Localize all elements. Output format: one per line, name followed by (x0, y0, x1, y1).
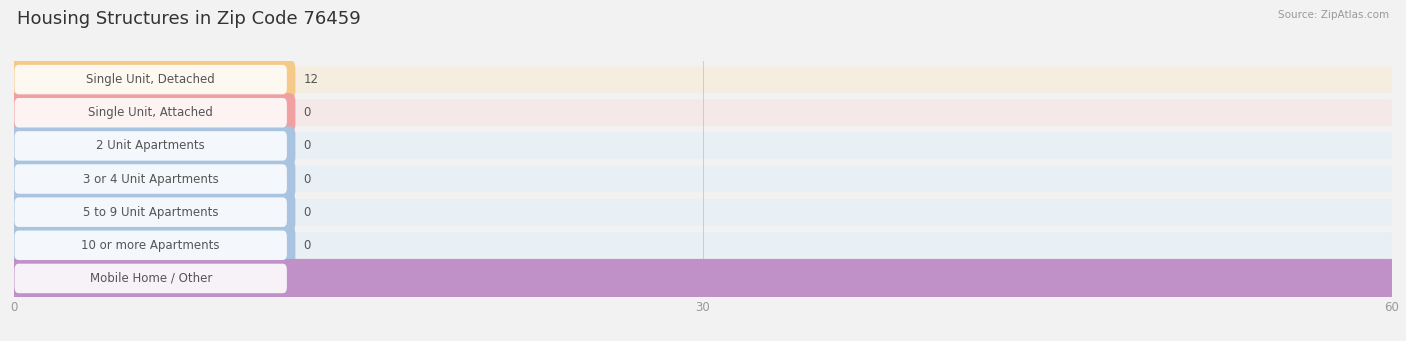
FancyBboxPatch shape (8, 226, 295, 265)
FancyBboxPatch shape (14, 65, 287, 94)
Text: 0: 0 (304, 206, 311, 219)
Text: 0: 0 (304, 239, 311, 252)
FancyBboxPatch shape (14, 166, 1392, 192)
FancyBboxPatch shape (14, 98, 287, 128)
Text: 3 or 4 Unit Apartments: 3 or 4 Unit Apartments (83, 173, 218, 186)
FancyBboxPatch shape (14, 264, 287, 293)
FancyBboxPatch shape (8, 160, 295, 198)
FancyBboxPatch shape (14, 66, 1392, 93)
FancyBboxPatch shape (8, 193, 295, 232)
Text: 5 to 9 Unit Apartments: 5 to 9 Unit Apartments (83, 206, 218, 219)
Text: Source: ZipAtlas.com: Source: ZipAtlas.com (1278, 10, 1389, 20)
Text: Housing Structures in Zip Code 76459: Housing Structures in Zip Code 76459 (17, 10, 360, 28)
Text: Single Unit, Detached: Single Unit, Detached (86, 73, 215, 86)
FancyBboxPatch shape (8, 259, 1398, 298)
Text: Mobile Home / Other: Mobile Home / Other (90, 272, 212, 285)
FancyBboxPatch shape (8, 126, 295, 165)
FancyBboxPatch shape (14, 100, 1392, 126)
Text: 0: 0 (304, 173, 311, 186)
Text: 12: 12 (304, 73, 318, 86)
FancyBboxPatch shape (14, 131, 287, 161)
Text: 0: 0 (304, 139, 311, 152)
FancyBboxPatch shape (14, 199, 1392, 225)
FancyBboxPatch shape (14, 133, 1392, 159)
FancyBboxPatch shape (14, 197, 287, 227)
FancyBboxPatch shape (8, 93, 295, 132)
Text: 0: 0 (304, 106, 311, 119)
FancyBboxPatch shape (14, 164, 287, 194)
Text: 2 Unit Apartments: 2 Unit Apartments (97, 139, 205, 152)
Text: Single Unit, Attached: Single Unit, Attached (89, 106, 214, 119)
Text: 10 or more Apartments: 10 or more Apartments (82, 239, 219, 252)
FancyBboxPatch shape (14, 265, 1392, 292)
FancyBboxPatch shape (14, 232, 1392, 258)
FancyBboxPatch shape (8, 60, 295, 99)
FancyBboxPatch shape (14, 231, 287, 260)
